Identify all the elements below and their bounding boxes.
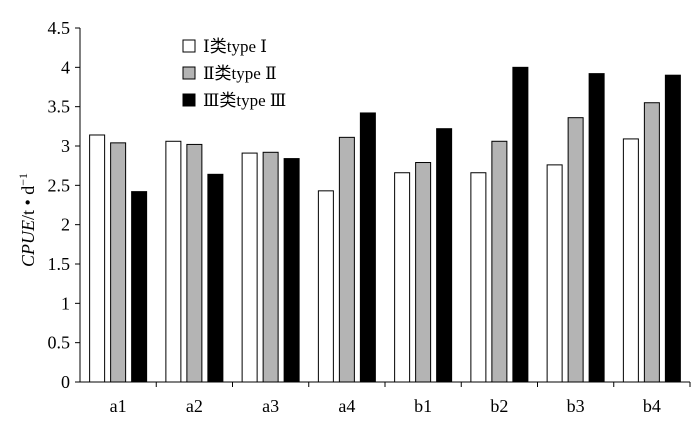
y-axis-label-units: /t • d: [18, 186, 38, 220]
y-axis-label: CPUE/t • d−1: [16, 173, 38, 267]
legend-label-1: Ⅰ类type Ⅰ: [203, 37, 267, 56]
bar-a3-series-1: [241, 152, 258, 383]
y-tick-label: 2: [61, 215, 70, 235]
bar-b1-series-3: [436, 128, 453, 383]
bar-a1-series-3: [131, 191, 148, 383]
legend: Ⅰ类type Ⅰ Ⅱ类type Ⅱ Ⅲ类type Ⅲ: [182, 37, 286, 110]
bar-b2-series-1: [470, 172, 487, 383]
bar-a2-series-2: [186, 143, 203, 383]
y-tick-label: 3: [61, 136, 70, 156]
bar-a1-series-1: [89, 134, 106, 383]
x-tick-label: a3: [262, 396, 279, 416]
axes: 0 0.5 1 1.5 2 2.5 3 3.5 4 4.5 a1 a2 a3 a4 b1 b2 b3 b4: [48, 18, 691, 416]
y-tick-label: 1.5: [48, 254, 71, 274]
y-tick-label: 1: [61, 293, 70, 313]
bar-b1-series-1: [394, 172, 411, 383]
legend-swatch-3: [182, 93, 196, 107]
y-axis-label-superscript: −1: [16, 173, 30, 186]
bar-a4-series-2: [338, 136, 355, 383]
y-tick-label: 4: [61, 57, 70, 77]
legend-swatch-1: [182, 39, 196, 53]
bar-a2-series-3: [207, 173, 224, 383]
bar-b3-series-3: [588, 73, 605, 383]
bar-a4-series-3: [359, 112, 376, 383]
legend-label-2: Ⅱ类type Ⅱ: [203, 64, 277, 83]
x-tick-label: b1: [414, 396, 432, 416]
y-tick-label: 0: [61, 372, 70, 392]
y-tick-label: 3.5: [48, 97, 71, 117]
legend-swatch-2: [182, 66, 196, 80]
bar-b3-series-2: [567, 117, 584, 383]
bar-b3-series-1: [546, 164, 563, 383]
legend-label-3: Ⅲ类type Ⅲ: [203, 91, 286, 110]
x-tick-label: a2: [186, 396, 203, 416]
bar-b1-series-2: [415, 162, 432, 383]
bar-b2-series-2: [491, 140, 508, 383]
y-tick-label: 0.5: [48, 333, 71, 353]
plot-area: [89, 66, 681, 383]
bar-a3-series-3: [283, 158, 300, 383]
x-tick-label: b4: [643, 396, 661, 416]
y-tick-label: 4.5: [48, 18, 71, 38]
bar-b4-series-1: [622, 138, 639, 383]
bar-a4-series-1: [317, 190, 334, 383]
bar-a2-series-1: [165, 140, 182, 383]
bar-a3-series-2: [262, 151, 279, 383]
y-tick-label: 2.5: [48, 175, 71, 195]
bar-b2-series-3: [512, 66, 529, 383]
x-tick-label: b3: [567, 396, 585, 416]
x-tick-label: b2: [490, 396, 508, 416]
x-tick-label: a1: [110, 396, 127, 416]
x-tick-label: a4: [338, 396, 355, 416]
y-axis-label-italic: CPUE: [18, 220, 38, 267]
bar-b4-series-3: [664, 74, 681, 383]
bar-a1-series-2: [110, 142, 127, 383]
bar-b4-series-2: [643, 102, 660, 383]
